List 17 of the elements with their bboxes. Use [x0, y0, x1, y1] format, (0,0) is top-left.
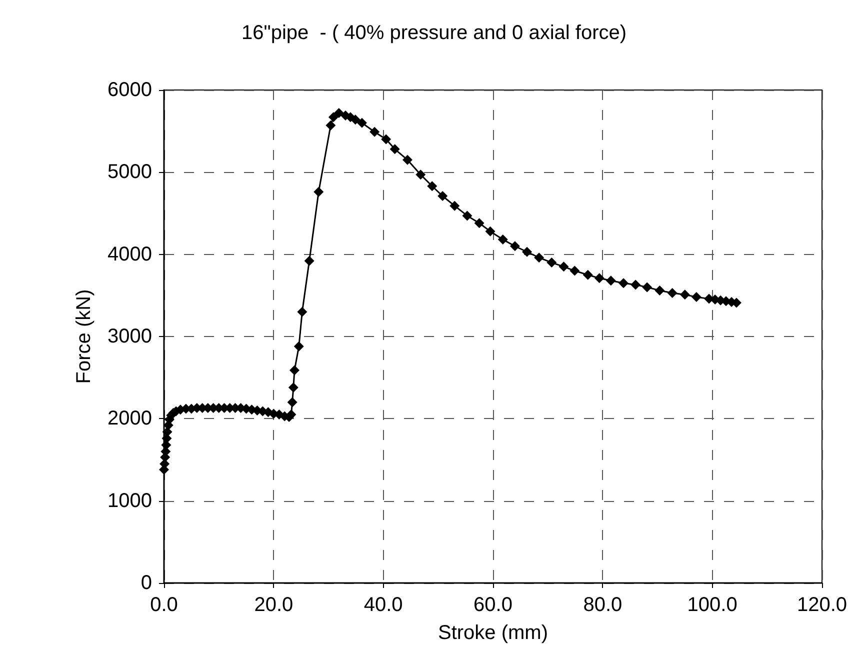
x-axis-title: Stroke (mm)	[438, 622, 548, 644]
y-tick-label: 2000	[108, 408, 152, 430]
x-tick-label: 120.0	[796, 594, 848, 616]
x-tick-label: 0.0	[150, 594, 178, 616]
y-tick-label: 5000	[108, 161, 152, 184]
y-tick-label: 1000	[108, 490, 152, 512]
x-tick-label: 100.0	[687, 594, 738, 616]
x-tick-label: 20.0	[254, 594, 294, 616]
x-tick-label: 60.0	[474, 594, 512, 616]
y-tick-label: 0	[140, 572, 152, 594]
y-tick-label: 3000	[108, 326, 152, 348]
x-tick-label: 40.0	[364, 594, 403, 616]
y-tick-label: 4000	[108, 243, 152, 266]
x-tick-label: 80.0	[583, 594, 622, 616]
chart-title: 16"pipe - ( 40% pressure and 0 axial force)	[241, 22, 627, 44]
y-axis-title: Force (kN)	[73, 289, 95, 384]
y-tick-label: 6000	[108, 79, 152, 101]
